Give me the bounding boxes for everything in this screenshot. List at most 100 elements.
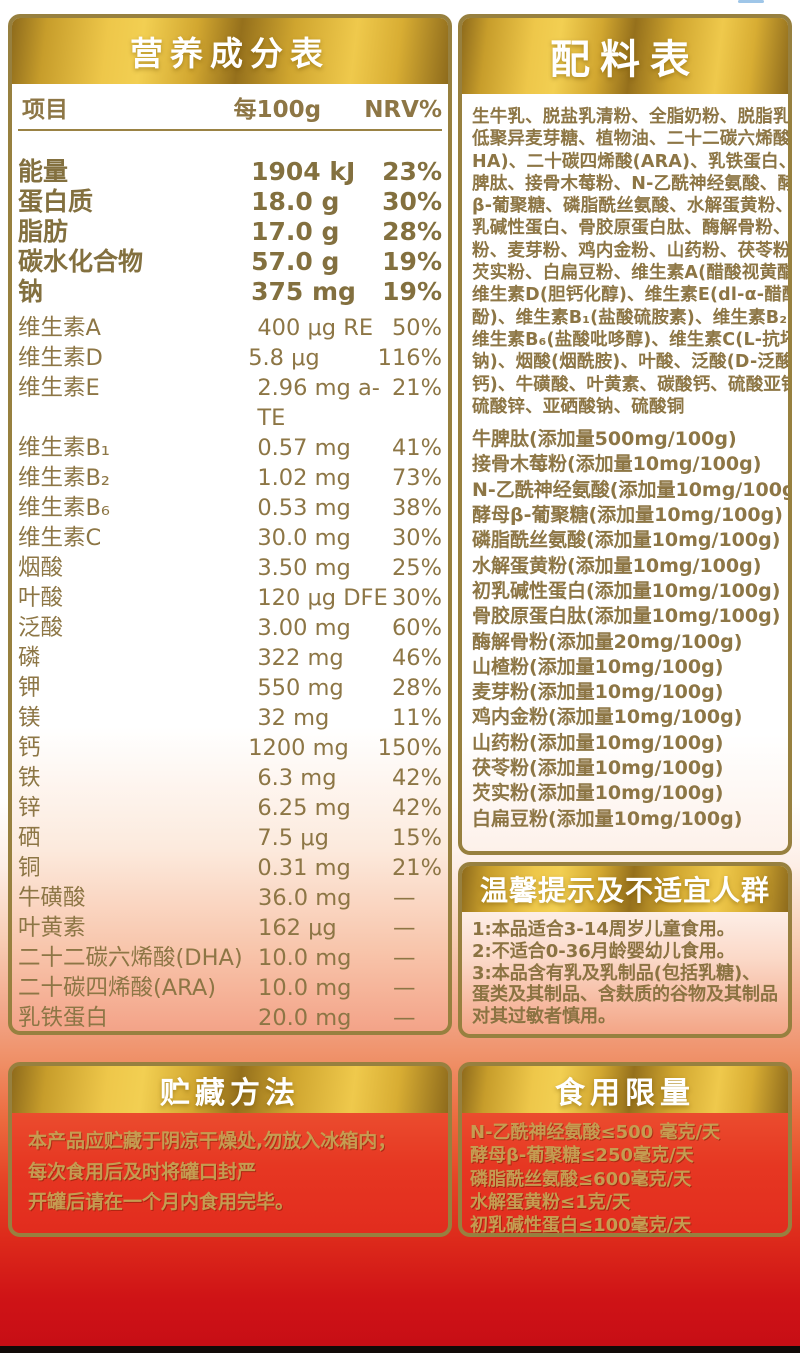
nutrient-name: 维生素B₂	[18, 465, 110, 491]
nutrient-name: 维生素A	[18, 315, 101, 341]
nutrient-nrv: 28%	[391, 675, 442, 701]
nutrient-amount: 2.96 mg a-TE	[257, 375, 380, 431]
limit-line: 磷脂酰丝氨酸≤600毫克/天	[470, 1168, 692, 1190]
nutrient-nrv: 19%	[382, 247, 442, 276]
storage-panel: 贮藏方法 本产品应贮藏于阴凉干燥处,勿放入冰箱内； 每次食用后及时将罐口封严 开…	[8, 1062, 452, 1237]
nutrient-row: 能量 1904 kJ 23%	[18, 157, 442, 187]
ingredients-line: 低聚异麦芽糖、植物油、二十二碳六烯酸(D	[472, 129, 792, 150]
additive-line: 牛脾肽(添加量500mg/100g)	[472, 428, 737, 451]
nutrient-rows: 能量 1904 kJ 23% 蛋白质 18.0 g 30% 脂肪 17.0 g …	[18, 157, 442, 1031]
nutrient-row: 硒 7.5 μg 15%	[18, 823, 442, 853]
limit-line: 酵母β-葡聚糖≤250毫克/天	[470, 1145, 694, 1167]
additive-line: 白扁豆粉(添加量10mg/100g)	[472, 807, 743, 830]
ingredients-title: 配料表	[462, 18, 788, 94]
limit-line: 水解蛋黄粉≤1克/天	[470, 1191, 631, 1213]
nutrient-nrv: 42%	[391, 765, 442, 791]
nutrient-row: 牛磺酸 36.0 mg —	[18, 883, 442, 913]
additive-line: 芡实粉(添加量10mg/100g)	[472, 782, 724, 805]
nutrient-row: 蛋白质 18.0 g 30%	[18, 187, 442, 217]
nutrient-nrv: 21%	[391, 855, 442, 881]
nutrient-name: 蛋白质	[18, 187, 94, 216]
nutrient-name: 维生素C	[18, 525, 102, 551]
additive-line: 骨胶原蛋白肽(添加量10mg/100g)	[472, 605, 781, 628]
nutrient-nrv: —	[393, 945, 416, 971]
nutrient-row: 乳铁蛋白 20.0 mg —	[18, 1003, 442, 1031]
nutrient-amount: 36.0 mg	[258, 885, 352, 911]
limits-panel: 食用限量 N-乙酰神经氨酸≤500 毫克/天 酵母β-葡聚糖≤250毫克/天 磷…	[458, 1062, 792, 1237]
nutrient-nrv: 23%	[382, 157, 442, 186]
nutrient-name: 叶黄素	[18, 915, 86, 941]
nutrient-row: 脂肪 17.0 g 28%	[18, 217, 442, 247]
nutrient-row: 铜 0.31 mg 21%	[18, 853, 442, 883]
nutrient-row: 碳水化合物 57.0 g 19%	[18, 247, 442, 277]
tips-content: 1:本品适合3-14周岁儿童食用。 2:不适合0-36月龄婴幼儿食用。 3:本品…	[462, 912, 788, 1028]
additive-line: 初乳碱性蛋白(添加量10mg/100g)	[472, 579, 781, 602]
nutrient-name: 维生素D	[18, 345, 103, 371]
col-nrv-header: NRV%	[364, 97, 442, 123]
ingredients-panel: 配料表 生牛乳、脱盐乳清粉、全脂奶粉、脱脂乳粉、 低聚异麦芽糖、植物油、二十二碳…	[458, 14, 792, 855]
nutrient-amount: 6.25 mg	[257, 795, 351, 821]
bottom-black-strip	[0, 1346, 800, 1353]
additive-line: 麦芽粉(添加量10mg/100g)	[472, 681, 724, 704]
nutrient-nrv: 41%	[391, 435, 442, 461]
nutrient-name: 维生素B₁	[18, 435, 110, 461]
nutrient-name: 磷	[18, 645, 41, 671]
nutrient-nrv: 30%	[391, 585, 442, 611]
nutrient-name: 钾	[18, 675, 41, 701]
ingredients-line: 生牛乳、脱盐乳清粉、全脂奶粉、脱脂乳粉、	[472, 107, 792, 127]
additive-line: 山药粉(添加量10mg/100g)	[472, 731, 724, 754]
nutrient-amount: 3.50 mg	[257, 555, 351, 581]
nutrient-name: 二十碳四烯酸(ARA)	[18, 975, 217, 1001]
nutrient-amount: 1.02 mg	[257, 465, 351, 491]
nutrient-amount: 30.0 mg	[257, 525, 351, 551]
nutrient-name: 脂肪	[18, 217, 69, 246]
additive-line: 磷脂酰丝氨酸(添加量10mg/100g)	[472, 529, 781, 552]
nutrient-row: 维生素A 400 μg RE 50%	[18, 313, 442, 343]
nutrient-row: 维生素B₆ 0.53 mg 38%	[18, 493, 442, 523]
nutrient-name: 硒	[18, 825, 41, 851]
nutrient-amount: 3.00 mg	[257, 615, 351, 641]
nutrient-amount: 20.0 mg	[258, 1005, 352, 1031]
nutrient-amount: 375 mg	[251, 277, 356, 306]
nutrient-amount: 7.5 μg	[257, 825, 329, 851]
tips-line: 1:本品适合3-14周岁儿童食用。	[472, 919, 735, 940]
storage-line: 每次食用后及时将罐口封严	[28, 1160, 257, 1183]
nutrient-nrv: 38%	[391, 495, 442, 521]
nutrient-amount: 6.3 mg	[257, 765, 337, 791]
nutrient-row: 维生素B₁ 0.57 mg 41%	[18, 433, 442, 463]
additive-line: 鸡内金粉(添加量10mg/100g)	[472, 706, 743, 729]
limit-line: N-乙酰神经氨酸≤500 毫克/天	[470, 1122, 721, 1143]
nutrient-row: 镁 32 mg 11%	[18, 703, 442, 733]
tips-panel: 温馨提示及不适宜人群 1:本品适合3-14周岁儿童食用。 2:不适合0-36月龄…	[458, 862, 792, 1038]
nutrient-row: 锌 6.25 mg 42%	[18, 793, 442, 823]
ingredients-line: 维生素B₆(盐酸吡哆醇)、维生素C(L-抗坏血酸	[472, 329, 788, 350]
nutrient-amount: 1200 mg	[248, 735, 349, 761]
nutrient-amount: 400 μg RE	[257, 315, 374, 341]
nutrient-nrv: 73%	[391, 465, 442, 491]
tips-line: 3:本品含有乳及乳制品(包括乳糖)、	[472, 962, 761, 984]
top-edge-artifact	[738, 0, 764, 3]
limit-line: 初乳碱性蛋白≤100毫克/天	[470, 1215, 692, 1237]
nutrient-row: 叶黄素 162 μg —	[18, 913, 442, 943]
table-header-row: 项目 每100g NRV%	[18, 94, 442, 126]
nutrient-name: 乳铁蛋白	[18, 1005, 109, 1031]
nutrient-name: 泛酸	[18, 615, 64, 641]
tips-line: 对其过敏者慎用。	[472, 1006, 616, 1028]
nutrient-nrv: 150%	[377, 735, 442, 761]
nutrient-amount: 32 mg	[257, 705, 330, 731]
ingredients-content: 生牛乳、脱盐乳清粉、全脂奶粉、脱脂乳粉、 低聚异麦芽糖、植物油、二十二碳六烯酸(…	[462, 94, 788, 832]
nutrient-nrv: 30%	[391, 525, 442, 551]
nutrient-row: 叶酸 120 μg DFE 30%	[18, 583, 442, 613]
nutrient-name: 维生素B₆	[18, 495, 110, 521]
storage-title: 贮藏方法	[12, 1066, 448, 1113]
nutrient-nrv: 28%	[382, 217, 442, 246]
nutrient-name: 镁	[18, 705, 41, 731]
nutrient-amount: 120 μg DFE	[257, 585, 388, 611]
nutrient-row: 烟酸 3.50 mg 25%	[18, 553, 442, 583]
limits-title: 食用限量	[462, 1066, 788, 1113]
nutrient-name: 碳水化合物	[18, 247, 144, 276]
nutrient-amount: 162 μg	[258, 915, 337, 941]
additive-line: 酶解骨粉(添加量20mg/100g)	[472, 630, 743, 653]
nutrient-nrv: 21%	[391, 375, 442, 401]
nutrient-row: 磷 322 mg 46%	[18, 643, 442, 673]
